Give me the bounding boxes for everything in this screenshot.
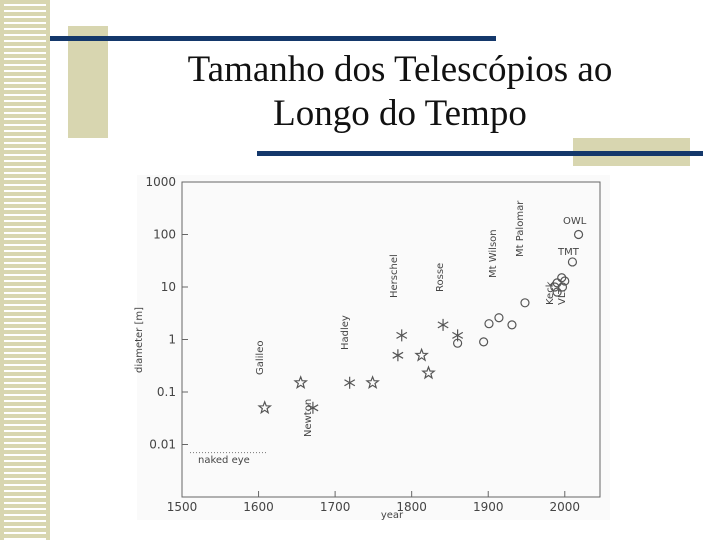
y-tick-label: 1000: [145, 175, 176, 189]
x-tick-label: 1900: [473, 500, 504, 514]
annotation: VLT: [557, 287, 568, 305]
point: [479, 337, 489, 347]
chart-title: Tamanho dos Telescópios ao Longo do Temp…: [187, 49, 613, 134]
annotation: Newton: [303, 399, 314, 437]
point: [344, 376, 356, 389]
point: [392, 349, 404, 362]
slide-decoration: [0, 0, 703, 540]
annotation: Mt Wilson: [488, 229, 499, 278]
y-tick-label: 10: [161, 280, 176, 294]
annotation: Rosse: [435, 263, 446, 292]
annotation: TMT: [557, 247, 580, 258]
point: [573, 229, 584, 240]
annotation: naked eye: [198, 455, 250, 466]
point: [552, 287, 562, 297]
y-axis-label: diameter [m]: [134, 307, 145, 373]
annotation: Hadley: [340, 315, 351, 350]
annotation: OWL: [563, 216, 587, 227]
point: [307, 401, 319, 414]
x-tick-label: 2000: [550, 500, 581, 514]
annotation: Galileo: [255, 341, 266, 375]
point: [557, 273, 567, 283]
point: [560, 276, 570, 286]
point: [567, 257, 578, 267]
x-tick-label: 1700: [320, 500, 351, 514]
point: [557, 282, 568, 292]
x-tick-label: 1800: [396, 500, 427, 514]
point: [257, 400, 273, 415]
annotation: Mt Palomar: [515, 200, 526, 257]
x-axis-label: year: [381, 510, 404, 521]
x-tick-label: 1600: [243, 500, 274, 514]
point: [421, 365, 436, 380]
point: [484, 319, 494, 329]
annotation: Keck: [545, 281, 556, 305]
point: [520, 298, 530, 308]
annotation: Herschel: [389, 254, 400, 298]
point: [365, 375, 380, 389]
y-tick-label: 100: [153, 228, 176, 242]
point: [494, 313, 504, 323]
point: [293, 375, 309, 389]
point: [437, 318, 449, 331]
y-tick-label: 1: [168, 333, 176, 347]
y-tick-label: 0.1: [157, 385, 176, 399]
y-tick-label: 0.01: [149, 438, 176, 452]
x-tick-label: 1500: [167, 500, 198, 514]
point: [453, 338, 463, 348]
point: [507, 320, 517, 330]
point: [414, 347, 429, 362]
point: [396, 329, 408, 342]
